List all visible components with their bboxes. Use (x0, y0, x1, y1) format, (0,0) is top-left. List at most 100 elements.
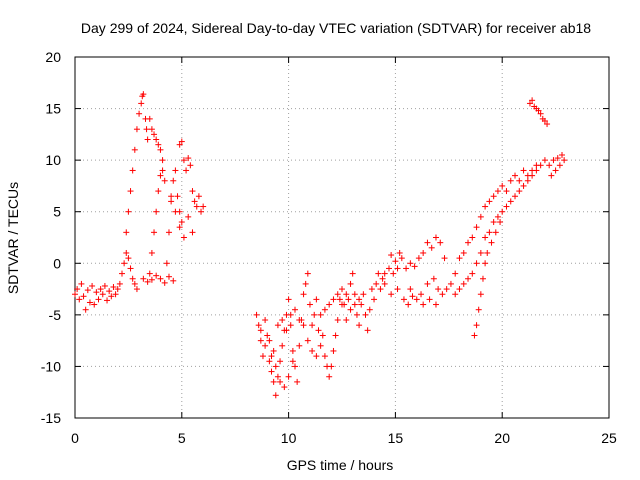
data-point (477, 291, 484, 298)
data-point (347, 280, 354, 287)
data-point (339, 301, 345, 308)
data-point (110, 284, 117, 291)
data-point (373, 280, 380, 287)
data-point (541, 157, 548, 164)
data-point (272, 392, 279, 399)
data-point (492, 229, 499, 236)
data-point (490, 219, 497, 226)
data-point (430, 275, 437, 282)
data-point (381, 270, 388, 277)
data-point (127, 265, 134, 272)
data-point (343, 291, 350, 298)
data-point (185, 213, 192, 220)
data-point (360, 291, 367, 298)
data-point (118, 270, 125, 277)
data-point (356, 296, 363, 303)
data-point (123, 229, 130, 236)
data-point (159, 157, 166, 164)
data-point (334, 317, 341, 324)
data-point (121, 260, 128, 267)
data-point (375, 270, 382, 277)
data-point (486, 198, 493, 205)
data-point (91, 301, 98, 308)
data-point (469, 270, 476, 277)
data-point (279, 317, 286, 324)
data-point (424, 280, 431, 287)
data-point (441, 255, 448, 262)
data-point (317, 311, 324, 318)
data-point (112, 291, 119, 298)
data-point (257, 337, 264, 344)
data-point (306, 301, 313, 308)
data-point (321, 306, 328, 313)
data-point (319, 332, 326, 339)
data-point (174, 193, 181, 200)
data-point (200, 203, 207, 210)
data-point (482, 203, 489, 210)
data-point (407, 260, 414, 267)
data-point (420, 301, 427, 308)
data-point (471, 332, 478, 339)
data-point (477, 249, 484, 256)
data-point (392, 258, 399, 265)
data-point (456, 286, 463, 293)
data-point (178, 138, 185, 145)
data-point (148, 126, 155, 133)
data-point (411, 263, 418, 270)
data-point (473, 224, 480, 231)
data-point (347, 306, 354, 313)
y-tick-label: 10 (45, 152, 61, 168)
data-point (330, 296, 337, 303)
data-point (456, 255, 463, 262)
data-point (257, 327, 264, 334)
data-point (262, 317, 269, 324)
data-point (486, 229, 493, 236)
data-point (315, 327, 322, 334)
data-point (78, 280, 85, 287)
data-point (157, 172, 164, 179)
data-point (268, 353, 275, 360)
data-point (546, 162, 553, 169)
data-point (74, 286, 81, 293)
data-point (155, 141, 162, 148)
data-point (172, 167, 179, 174)
data-point (285, 373, 292, 380)
data-point (452, 291, 459, 298)
data-point (332, 332, 339, 339)
data-point (516, 177, 523, 184)
data-point (253, 311, 260, 318)
data-point (309, 347, 316, 354)
data-point (106, 288, 113, 295)
data-point (351, 301, 358, 308)
data-point (129, 275, 136, 282)
data-point (403, 265, 410, 272)
data-point (99, 291, 106, 298)
data-point (285, 296, 292, 303)
y-tick-label: 20 (45, 49, 61, 65)
data-point (153, 272, 160, 279)
data-point (289, 347, 296, 354)
data-point (460, 249, 467, 256)
data-point (499, 182, 506, 189)
x-tick-label: 5 (178, 430, 186, 446)
data-point (283, 327, 290, 334)
data-point (287, 322, 294, 329)
data-point (396, 249, 403, 256)
data-point (552, 167, 559, 174)
data-point (180, 157, 187, 164)
data-point (490, 193, 497, 200)
data-point (125, 208, 132, 215)
data-point (138, 100, 145, 107)
data-point (358, 301, 365, 308)
data-point (198, 208, 205, 215)
data-point (507, 177, 514, 184)
data-point (279, 342, 286, 349)
data-point (377, 286, 384, 293)
data-point (443, 286, 450, 293)
data-point (259, 353, 266, 360)
data-point (503, 203, 510, 210)
grid-layer (75, 57, 609, 418)
data-point (146, 270, 153, 277)
data-point (157, 275, 164, 282)
